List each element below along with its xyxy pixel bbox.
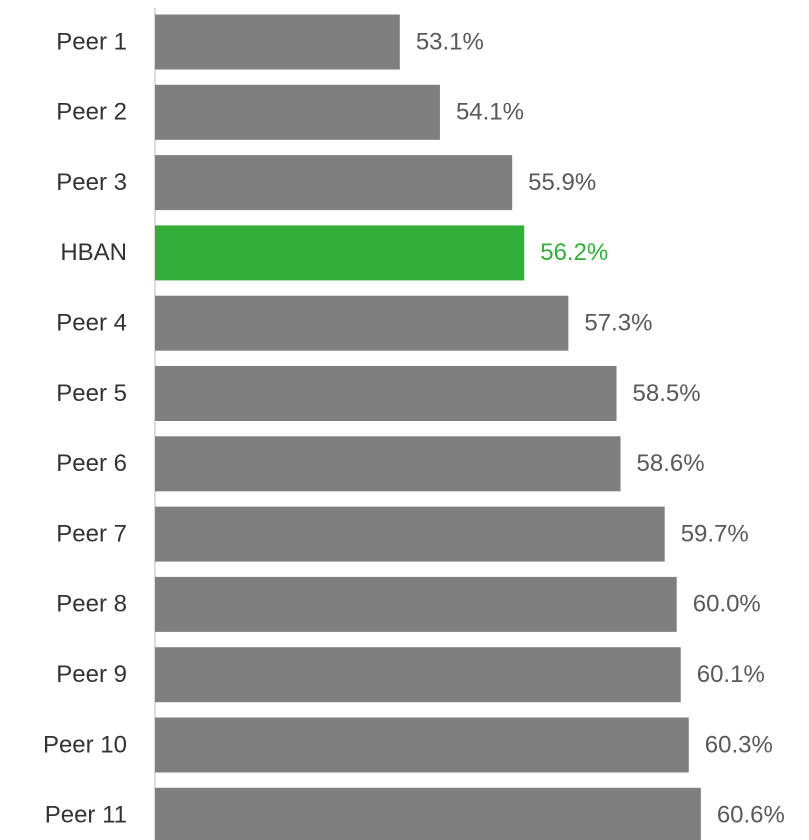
bar	[155, 647, 681, 703]
value-label: 60.1%	[697, 661, 765, 688]
category-label: Peer 2	[56, 99, 127, 126]
value-label: 60.3%	[705, 731, 773, 758]
bar	[155, 295, 569, 351]
category-label: Peer 3	[56, 169, 127, 196]
category-label: Peer 10	[43, 731, 127, 758]
value-label: 55.9%	[528, 169, 596, 196]
category-label: Peer 7	[56, 520, 127, 547]
category-label: Peer 8	[56, 591, 127, 618]
value-label: 58.5%	[633, 380, 701, 407]
value-label: 59.7%	[681, 520, 749, 547]
value-label: 58.6%	[637, 450, 705, 477]
value-label: 57.3%	[584, 310, 652, 337]
category-label: Peer 5	[56, 380, 127, 407]
bar	[155, 787, 701, 840]
value-label: 60.0%	[693, 591, 761, 618]
value-label: 53.1%	[416, 28, 484, 55]
value-label: 56.2%	[540, 239, 608, 266]
bar	[155, 84, 440, 140]
bar	[155, 717, 689, 773]
bar	[155, 506, 665, 562]
bar	[155, 436, 621, 492]
value-label: 54.1%	[456, 99, 524, 126]
bar	[155, 225, 525, 281]
category-label: Peer 4	[56, 310, 127, 337]
bar	[155, 576, 677, 632]
category-label: Peer 9	[56, 661, 127, 688]
bar	[155, 155, 513, 211]
category-label: Peer 1	[56, 28, 127, 55]
category-label: Peer 11	[45, 802, 127, 829]
value-label: 60.6%	[717, 802, 785, 829]
category-label: HBAN	[60, 239, 127, 266]
category-label: Peer 6	[56, 450, 127, 477]
bar	[155, 14, 400, 70]
bar	[155, 366, 617, 421]
